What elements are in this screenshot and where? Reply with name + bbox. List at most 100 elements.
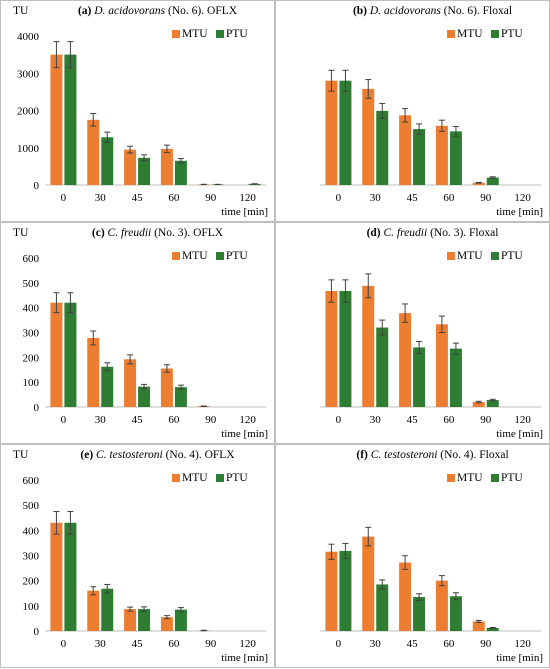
species-name: C. testosteroni bbox=[370, 449, 438, 461]
bar-mtu bbox=[435, 125, 448, 185]
bar-mtu bbox=[160, 148, 173, 185]
drug-name: Floxal bbox=[479, 449, 509, 461]
strain-text: (No. 6). bbox=[165, 5, 208, 17]
x-tick-label: 120 bbox=[514, 192, 531, 204]
panel-label: (b) bbox=[352, 5, 368, 17]
bar-ptu bbox=[413, 129, 426, 185]
bar-mtu bbox=[87, 590, 100, 631]
y-tick-label: 400 bbox=[23, 525, 40, 537]
x-tick-label: 90 bbox=[205, 192, 217, 204]
chart-title: (f) C. testosteroni (No. 4). Floxal bbox=[320, 449, 545, 461]
x-axis-label: time [min] bbox=[496, 206, 543, 218]
x-tick-label: 120 bbox=[514, 638, 531, 650]
drug-name: OFLX bbox=[204, 449, 235, 461]
bar-mtu bbox=[399, 313, 412, 407]
bar-mtu bbox=[325, 551, 338, 631]
bar-ptu bbox=[376, 327, 389, 407]
bar-ptu bbox=[339, 80, 352, 185]
chart-title: (c) C. freudii (No. 3). OFLX bbox=[45, 227, 270, 239]
strain-text: (No. 3). bbox=[151, 227, 194, 239]
chart-svg: 0 30 45 60 90 120 time [min] bbox=[320, 273, 543, 440]
legend-swatch bbox=[491, 30, 499, 38]
legend-item: MTU bbox=[447, 250, 483, 262]
y-tick-label: 0 bbox=[34, 180, 40, 192]
bar-mtu bbox=[399, 115, 412, 185]
bar-mtu bbox=[87, 119, 100, 185]
legend-item: PTU bbox=[491, 28, 523, 40]
x-tick-label: 45 bbox=[407, 414, 419, 426]
x-tick-label: 0 bbox=[336, 414, 342, 426]
bar-mtu bbox=[50, 54, 63, 185]
legend-swatch bbox=[447, 30, 455, 38]
legend-swatch bbox=[172, 30, 180, 38]
legend-swatch bbox=[447, 474, 455, 482]
x-axis-label: time [min] bbox=[221, 652, 268, 664]
legend-item: MTU bbox=[172, 28, 208, 40]
x-tick-label: 0 bbox=[336, 638, 342, 650]
chart-title: (b) D. acidovorans (No. 6). Floxal bbox=[320, 5, 545, 17]
bar-ptu bbox=[486, 177, 499, 185]
x-tick-label: 90 bbox=[205, 414, 217, 426]
panel-label: (c) bbox=[91, 227, 105, 239]
bar-ptu bbox=[486, 400, 499, 407]
x-axis-label: time [min] bbox=[496, 428, 543, 440]
y-tick-label: 200 bbox=[23, 576, 40, 588]
y-tick-label: 3000 bbox=[17, 68, 40, 80]
x-tick-label: 90 bbox=[480, 414, 492, 426]
chart-panel: (d) C. freudii (No. 3). Floxal 0 30 45 60 90 1… bbox=[275, 222, 550, 444]
species-name: C. testosteroni bbox=[96, 449, 163, 461]
y-tick-label: 600 bbox=[23, 475, 40, 487]
legend-label: PTU bbox=[226, 472, 248, 484]
legend-swatch bbox=[172, 474, 180, 482]
x-tick-label: 60 bbox=[168, 638, 180, 650]
legend-label: PTU bbox=[226, 250, 248, 262]
bar-ptu bbox=[174, 609, 187, 631]
x-tick-label: 45 bbox=[132, 414, 144, 426]
y-tick-label: 200 bbox=[23, 352, 40, 364]
y-tick-label: 0 bbox=[34, 402, 40, 414]
legend-item: PTU bbox=[216, 472, 248, 484]
legend-swatch bbox=[216, 252, 224, 260]
drug-name: Floxal bbox=[482, 5, 513, 17]
legend-item: PTU bbox=[491, 250, 523, 262]
chart-panel: (e) C. testosteroni (No. 4). OFLX TU 0 100 2… bbox=[0, 444, 275, 668]
x-tick-label: 90 bbox=[480, 192, 492, 204]
x-tick-label: 30 bbox=[95, 192, 107, 204]
legend-item: PTU bbox=[216, 250, 248, 262]
x-tick-label: 90 bbox=[480, 638, 492, 650]
chart-svg: 0 1000 2000 3000 4000 0 30 45 60 90 120 time [min] bbox=[17, 31, 268, 218]
y-tick-label: 0 bbox=[34, 626, 40, 638]
x-tick-label: 0 bbox=[61, 192, 67, 204]
x-tick-label: 90 bbox=[205, 638, 217, 650]
legend-label: MTU bbox=[182, 250, 208, 262]
legend-swatch bbox=[216, 474, 224, 482]
bar-ptu bbox=[174, 160, 187, 185]
x-tick-label: 120 bbox=[514, 414, 531, 426]
bar-ptu bbox=[101, 366, 114, 407]
bar-mtu bbox=[472, 621, 485, 631]
species-name: C. freudii bbox=[383, 227, 428, 239]
y-tick-label: 100 bbox=[23, 377, 40, 389]
bar-ptu bbox=[449, 596, 462, 631]
x-tick-label: 30 bbox=[95, 414, 107, 426]
species-name: C. freudii bbox=[107, 227, 152, 239]
legend-item: PTU bbox=[491, 472, 523, 484]
bar-ptu bbox=[138, 157, 151, 185]
chart-svg: 0 30 45 60 90 120 time [min] bbox=[320, 526, 543, 664]
y-tick-label: 500 bbox=[23, 500, 40, 512]
bar-mtu bbox=[435, 580, 448, 631]
bar-ptu bbox=[339, 291, 352, 407]
chart-title: (d) C. freudii (No. 3). Floxal bbox=[320, 227, 545, 239]
strain-text: (No. 6). bbox=[440, 5, 483, 17]
legend-label: PTU bbox=[501, 472, 523, 484]
panel-label: (e) bbox=[80, 449, 94, 461]
y-tick-label: 4000 bbox=[17, 31, 40, 43]
bar-ptu bbox=[174, 387, 187, 407]
chart-title: (e) C. testosteroni (No. 4). OFLX bbox=[45, 449, 270, 461]
bar-mtu bbox=[124, 609, 137, 631]
x-tick-label: 0 bbox=[61, 638, 67, 650]
x-tick-label: 120 bbox=[239, 414, 256, 426]
legend-label: MTU bbox=[457, 28, 483, 40]
drug-name: Floxal bbox=[469, 227, 499, 239]
y-tick-label: 500 bbox=[23, 278, 40, 290]
